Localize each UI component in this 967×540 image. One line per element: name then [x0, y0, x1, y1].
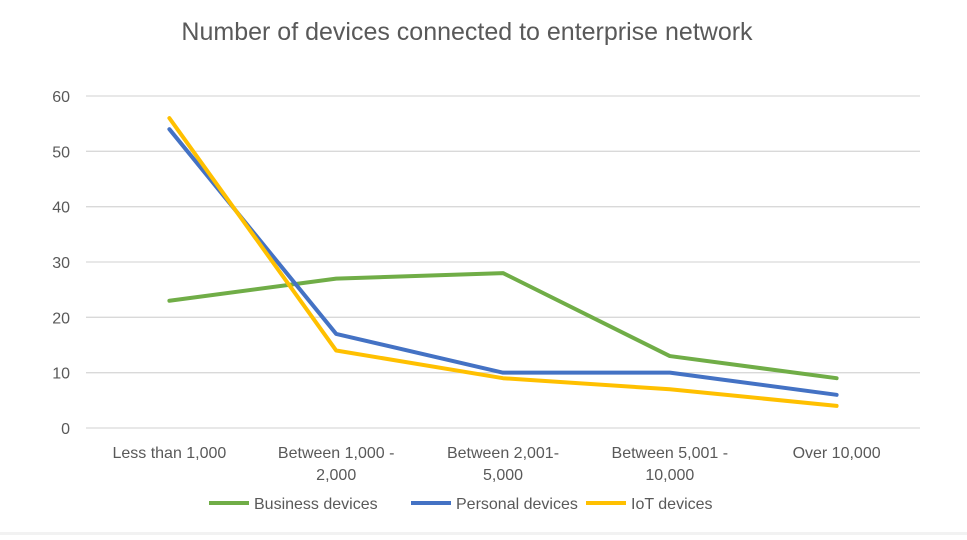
x-tick-label-line: Over 10,000 — [793, 445, 881, 462]
y-tick-label: 40 — [52, 200, 70, 217]
x-tick-label: Between 1,000 - 2,000 — [278, 445, 395, 484]
y-tick-label: 0 — [61, 421, 70, 438]
series-line-business-devices — [169, 273, 836, 378]
x-tick-label: Between 2,001- 5,000 — [447, 445, 559, 484]
chart-title: Number of devices connected to enterpris… — [181, 18, 753, 46]
x-tick-label-line: Between 2,001- — [447, 445, 559, 462]
legend-label: Business devices — [254, 496, 378, 513]
legend-label: Personal devices — [456, 496, 578, 513]
x-tick-label-line: Between 1,000 - — [278, 445, 395, 462]
x-tick-label-line: 5,000 — [483, 467, 523, 484]
x-tick-label-line: Between 5,001 - — [612, 445, 729, 462]
y-tick-label: 50 — [52, 144, 70, 161]
y-tick-label: 20 — [52, 310, 70, 327]
x-tick-label-line: 2,000 — [316, 467, 356, 484]
y-tick-label: 10 — [52, 366, 70, 383]
x-tick-label-line: Less than 1,000 — [112, 445, 226, 462]
y-tick-label: 30 — [52, 255, 70, 272]
x-tick-label: Less than 1,000 — [112, 445, 226, 462]
legend-label: IoT devices — [631, 496, 713, 513]
x-tick-label: Over 10,000 — [793, 445, 881, 462]
y-tick-label: 60 — [52, 89, 70, 106]
legend: Business devices Personal devices IoT devi… — [209, 496, 713, 513]
x-tick-label: Between 5,001 - 10,000 — [612, 445, 729, 484]
y-axis-ticks: 0 10 20 30 40 50 60 — [52, 89, 70, 438]
x-tick-label-line: 10,000 — [645, 467, 694, 484]
